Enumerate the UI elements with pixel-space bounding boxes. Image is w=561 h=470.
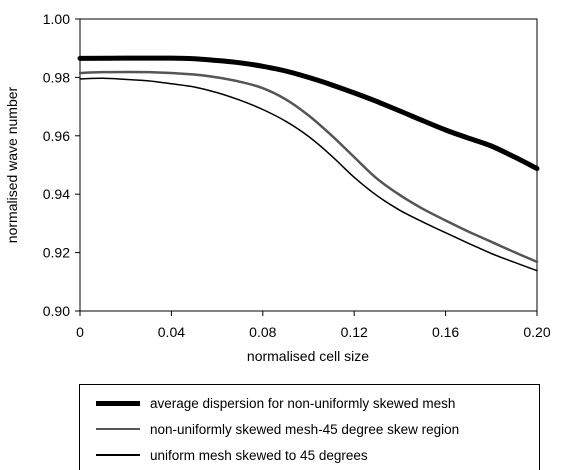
y-tick-label: 0.92 bbox=[43, 245, 70, 261]
y-tick-label: 0.96 bbox=[43, 128, 70, 144]
legend: average dispersion for non-uniformly ske… bbox=[79, 384, 540, 470]
legend-swatch-medium-line bbox=[96, 427, 140, 431]
plot-area bbox=[79, 18, 538, 312]
y-tick-label: 1.00 bbox=[43, 11, 70, 27]
series-line-1 bbox=[77, 55, 540, 171]
legend-label: average dispersion for non-uniformly ske… bbox=[150, 395, 456, 411]
x-tick-label: 0.12 bbox=[341, 324, 368, 340]
x-tick-label: 0.04 bbox=[158, 324, 185, 340]
x-tick-label: 0.08 bbox=[249, 324, 276, 340]
x-tick-label: 0.20 bbox=[523, 324, 550, 340]
x-axis-title: normalised cell size bbox=[247, 348, 369, 364]
line-chart: 0 0.04 0.08 0.12 0.16 0.20 0.900.920.940.960.… bbox=[4, 11, 551, 364]
series-layer bbox=[77, 55, 540, 272]
legend-item-average-dispersion: average dispersion for non-uniformly ske… bbox=[96, 394, 455, 412]
x-axis-ticks: 0 0.04 0.08 0.12 0.16 0.20 bbox=[76, 311, 551, 340]
legend-item-skew-region: non-uniformly skewed mesh-45 degree skew… bbox=[96, 420, 459, 438]
y-axis-ticks: 0.90 0.92 0.94 0.96 0.98 1.00 bbox=[43, 11, 80, 319]
y-tick-label: 0.98 bbox=[43, 69, 70, 85]
legend-swatch-thick-line bbox=[96, 400, 140, 406]
y-axis-title: normalised wave number bbox=[4, 86, 20, 243]
x-tick-label: 0 bbox=[76, 324, 84, 340]
legend-item-uniform-mesh: uniform mesh skewed to 45 degrees bbox=[96, 446, 368, 464]
series-line-3 bbox=[79, 77, 538, 272]
legend-label: non-uniformly skewed mesh-45 degree skew… bbox=[150, 421, 460, 437]
y-tick-label: 0.90 bbox=[43, 303, 70, 319]
x-tick-label: 0.16 bbox=[432, 324, 459, 340]
series-line-2 bbox=[78, 70, 539, 264]
y-tick-label: 0.94 bbox=[43, 186, 70, 202]
legend-label: uniform mesh skewed to 45 degrees bbox=[150, 447, 368, 463]
legend-swatch-thin-line bbox=[96, 454, 140, 456]
